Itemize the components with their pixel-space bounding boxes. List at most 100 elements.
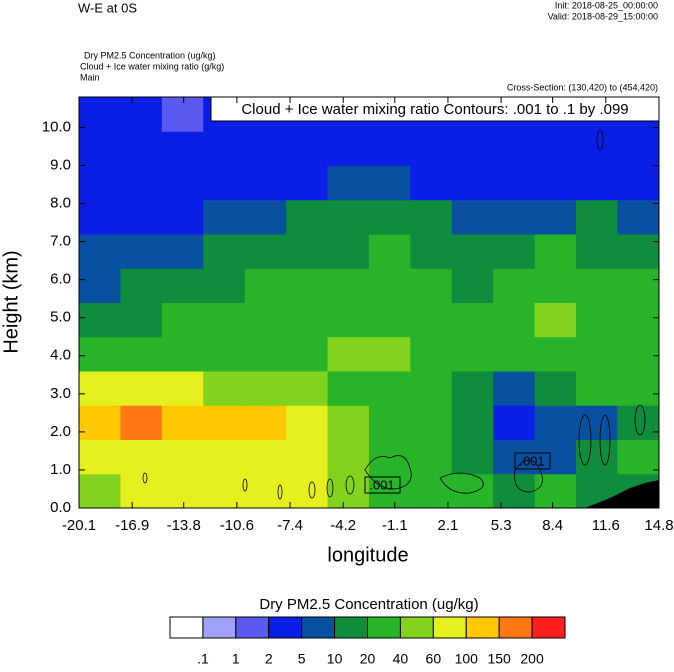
contour-label: .001 (369, 477, 394, 492)
field-cell (120, 473, 163, 509)
field-cell (120, 131, 163, 166)
y-tick-label: 1.0 (50, 461, 71, 478)
field-cell (451, 131, 494, 166)
field-cell (203, 165, 246, 201)
field-cell (534, 268, 577, 303)
field-cell (451, 165, 494, 201)
field-cell (368, 439, 411, 475)
colorbar-label: 2 (265, 651, 273, 667)
colorbar-box (268, 616, 303, 639)
field-cell (79, 473, 121, 509)
field-cell (120, 302, 163, 338)
contour-info: Cloud + Ice water mixing ratio Contours:… (241, 101, 628, 118)
field-cell (244, 131, 287, 166)
contour-label-box (514, 452, 551, 470)
field-label: Dry PM2.5 Concentration (ug/kg) (84, 50, 216, 60)
field-cell (575, 405, 618, 440)
x-tick-label: 8.4 (542, 517, 563, 534)
field-cell (244, 199, 287, 235)
field-cell (410, 165, 453, 201)
field-cell (451, 371, 494, 406)
field-cell (79, 302, 121, 338)
field-cell (534, 165, 577, 201)
field-cell (451, 405, 494, 440)
valid-time: Valid: 2018-08-29_15:00:00 (548, 11, 658, 21)
cross-section: Cross-Section: (130,420) to (454,420) (507, 82, 658, 92)
field-cell (327, 371, 370, 406)
field-cell (534, 473, 577, 509)
field-cell (203, 234, 246, 269)
field-cell (534, 234, 577, 269)
colorbar-label: 200 (520, 651, 544, 667)
field-cell (575, 268, 618, 303)
x-tick-label: -1.1 (382, 517, 408, 534)
field-cell (493, 131, 536, 166)
field-cell (534, 131, 577, 166)
y-tick-label: 5.0 (50, 309, 71, 326)
field-cell (286, 234, 329, 269)
x-tick-label: -20.1 (62, 517, 96, 534)
colorbar-label: 100 (455, 651, 479, 667)
field-cell (451, 268, 494, 303)
terrain (585, 480, 659, 508)
field-label: Cloud + Ice water mixing ratio (g/kg) (80, 61, 224, 71)
field-cell (161, 336, 204, 372)
field-cell (120, 165, 163, 201)
field-cell (410, 336, 453, 372)
colorbar-label: 40 (393, 651, 409, 667)
x-tick-label: -13.8 (167, 517, 201, 534)
field-cell (451, 302, 494, 338)
field-cell (368, 131, 411, 166)
field-cell (203, 439, 246, 475)
y-tick-label: 2.0 (50, 423, 71, 440)
field (79, 97, 660, 509)
field-cell (327, 199, 370, 235)
field-cell (161, 405, 204, 440)
y-tick-label: 10.0 (42, 118, 71, 135)
field-cell (368, 268, 411, 303)
field-cell (79, 165, 121, 201)
field-cell (410, 371, 453, 406)
field-cell (493, 405, 536, 440)
field-cell (493, 234, 536, 269)
x-tick-label: -7.4 (277, 517, 303, 534)
field-cell (617, 234, 660, 269)
field-cell (493, 268, 536, 303)
field-cell (617, 439, 660, 475)
field-cell (79, 371, 121, 406)
cloud-contours (142, 129, 646, 500)
field-cell (244, 165, 287, 201)
colorbar-box (432, 616, 467, 639)
y-tick-label: 4.0 (50, 347, 71, 364)
init-time: Init: 2018-08-25_00:00:00 (555, 0, 658, 10)
field-cell (286, 473, 329, 509)
colorbar-box (465, 616, 500, 639)
y-tick-label: 9.0 (50, 156, 71, 173)
field-cell (161, 97, 204, 132)
chart-title: W-E at 0S (78, 0, 137, 15)
colorbar-label: .1 (197, 651, 209, 667)
colorbar-label: 20 (360, 651, 376, 667)
field-cell (575, 371, 618, 406)
field-cell (534, 199, 577, 235)
field-cell (244, 405, 287, 440)
field-cell (286, 165, 329, 201)
colorbar-box (498, 616, 533, 639)
colorbar-box (531, 616, 566, 639)
field-cell (161, 131, 204, 166)
field-cell (327, 302, 370, 338)
field-cell (451, 199, 494, 235)
field-cell (327, 336, 370, 372)
colorbar-title: Dry PM2.5 Concentration (ug/kg) (259, 596, 478, 613)
field-cell (451, 336, 494, 372)
x-tick-label: -16.9 (115, 517, 149, 534)
field-cell (493, 473, 536, 509)
field-cell (617, 131, 660, 166)
colorbar-box (334, 616, 369, 639)
field-cell (79, 97, 121, 132)
field-cell (575, 199, 618, 235)
field-cell (286, 371, 329, 406)
colorbar-label: 5 (298, 651, 306, 667)
colorbar-box (202, 616, 237, 639)
